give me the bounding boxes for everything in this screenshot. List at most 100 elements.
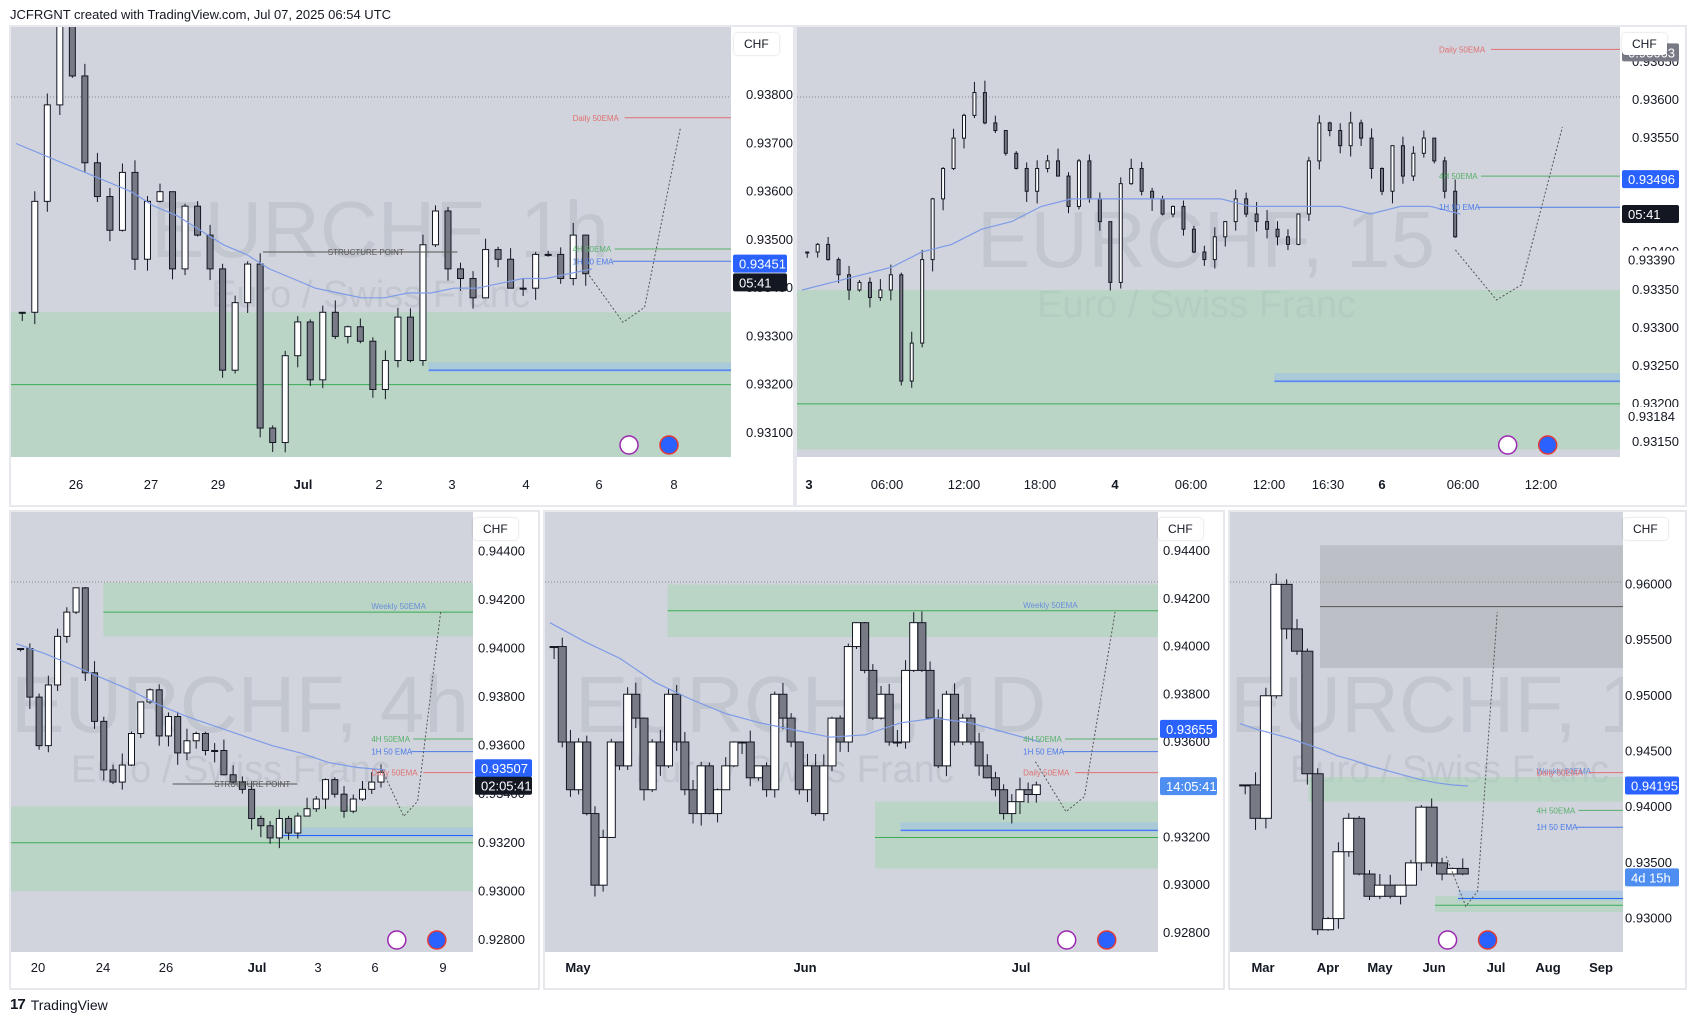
candle (81, 586, 89, 681)
price-tick-label: 0.93300 (1632, 320, 1679, 335)
candle-body (1359, 122, 1364, 139)
time-tick-label: Sep (1589, 960, 1613, 975)
time-tick-label: 29 (211, 477, 225, 492)
candle-body (950, 693, 960, 743)
candle-body (1442, 160, 1447, 192)
candle-body (44, 684, 52, 747)
candle (827, 716, 837, 772)
chart-panel-1h[interactable]: EURCHF, 1h Euro / Swiss Franc Daily 50EMA 4… (9, 25, 795, 507)
candle-body (1254, 213, 1259, 223)
candle (1285, 229, 1290, 251)
candle (419, 234, 427, 366)
currency-label[interactable]: CHF (1622, 33, 1667, 55)
candle-body (819, 765, 829, 815)
candle (340, 786, 348, 818)
candle-body (229, 774, 237, 783)
time-tick-label: 20 (31, 960, 45, 975)
candle-body (1023, 789, 1033, 795)
weekly-ema-label: Weekly 50EMA (1023, 601, 1078, 610)
candle-body (582, 234, 590, 275)
time-axis (1230, 952, 1623, 988)
candle-body (867, 281, 872, 299)
currency-label[interactable]: CHF (473, 518, 518, 540)
globe-icon (427, 930, 447, 950)
price-tick-label: 0.93300 (746, 328, 793, 343)
globe-icon (659, 435, 679, 455)
chart-panel-4h[interactable]: EURCHF, 4h Euro / Swiss Franc Weekly 50EMA… (9, 510, 540, 990)
current-price-tag-bg (733, 254, 787, 273)
candle (294, 316, 302, 368)
current-price-tag: 0.93507 (481, 761, 528, 776)
candle (639, 717, 649, 801)
candle (721, 757, 731, 791)
candle-body (1280, 583, 1293, 630)
footer-brand[interactable]: 17 TradingView (10, 996, 108, 1013)
candle (982, 754, 992, 779)
candle-body (482, 249, 490, 299)
candle-body (1322, 918, 1335, 931)
candle (56, 27, 64, 116)
candle (219, 263, 227, 378)
candle (532, 251, 540, 300)
candle-body (1306, 160, 1311, 215)
candle-body (1223, 221, 1228, 238)
candle (770, 691, 780, 798)
candle (941, 167, 946, 211)
candle-body (155, 689, 163, 737)
candle-body (899, 274, 904, 382)
candle (1363, 870, 1376, 901)
candle-body (340, 793, 348, 812)
currency-label[interactable]: CHF (1158, 518, 1203, 540)
ema-line (15, 643, 386, 771)
candle-body (1171, 205, 1176, 215)
candle-countdown-tag-bg (733, 273, 787, 292)
chart-panel-1d[interactable]: EURCHF, 1D Euro / Swiss Franc Weekly 50EMA… (543, 510, 1225, 990)
candle-body (377, 771, 385, 783)
candle-body (54, 635, 62, 686)
candle-body (569, 234, 577, 280)
candle (815, 242, 820, 258)
candle (990, 771, 1000, 797)
price-tick-label: 0.92800 (1163, 925, 1210, 940)
candle (1066, 172, 1071, 214)
candle (847, 265, 852, 301)
candle (574, 738, 584, 795)
currency-label[interactable]: CHF (1623, 518, 1668, 540)
candle-body (721, 765, 731, 791)
candle-body (1249, 784, 1262, 819)
candle (131, 160, 139, 270)
candle (884, 683, 894, 746)
candle-body (762, 765, 772, 791)
currency-label[interactable]: CHF (734, 33, 779, 55)
candle (68, 27, 76, 78)
price-tick-label: 0.93800 (478, 689, 525, 704)
price-tick-label: 0.93350 (1632, 282, 1679, 297)
current-price-tag-bg (1160, 719, 1217, 738)
candle-body (647, 741, 657, 791)
candle (211, 743, 219, 763)
candle-body (294, 815, 302, 834)
footer-brand-text: TradingView (30, 996, 108, 1013)
candle-body (811, 765, 821, 815)
candle-countdown-tag: 05:41 (1628, 207, 1661, 222)
candle (623, 687, 633, 770)
candle-body (557, 253, 565, 280)
chart-panel-1w[interactable]: EURCHF, 1W Euro / Swiss Franc Weekly 50EMA… (1228, 510, 1687, 990)
current-price-tag: 0.93390 (1628, 253, 1675, 268)
candle-body (81, 75, 89, 164)
candle-body (56, 27, 64, 106)
candle (31, 191, 39, 325)
candle (519, 278, 527, 296)
candle-body (623, 693, 633, 767)
candle-body (1332, 851, 1345, 920)
candle (331, 777, 339, 798)
candle-body (606, 741, 616, 838)
candle (958, 713, 968, 746)
candle (647, 739, 657, 793)
price-tick-label: 0.93500 (746, 232, 793, 247)
candle-body (322, 779, 330, 800)
candle-body (696, 765, 706, 815)
blue-zone (428, 362, 731, 373)
